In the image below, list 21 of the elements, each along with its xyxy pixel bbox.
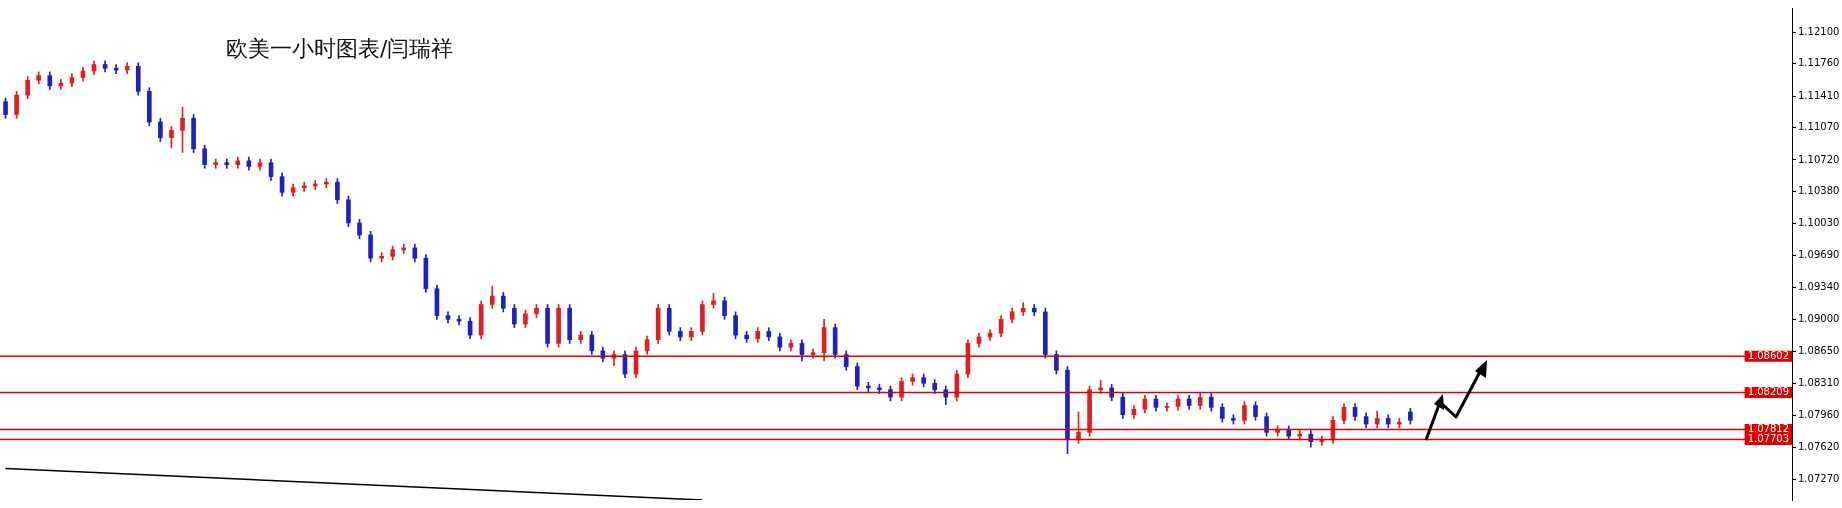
y-tick-label: 1.11760	[1798, 57, 1840, 69]
y-tick-label: 1.07270	[1798, 473, 1840, 485]
y-tick-label: 1.11070	[1798, 121, 1840, 133]
ref-line-label: 1.08602	[1747, 349, 1790, 361]
candlestick	[1164, 402, 1170, 412]
y-tick-label: 1.10380	[1798, 185, 1840, 197]
y-tick-label: 1.09690	[1798, 248, 1840, 260]
y-tick-label: 1.09340	[1798, 281, 1840, 293]
y-tick-label: 1.08650	[1798, 345, 1840, 357]
ref-line-label: 1.08209	[1747, 386, 1790, 398]
y-tick-label: 1.08310	[1798, 376, 1840, 388]
y-tick-label: 1.09000	[1798, 312, 1840, 324]
y-tick-label: 1.07620	[1798, 440, 1840, 452]
y-tick-label: 1.12100	[1798, 25, 1840, 37]
text: 欧美一小时图表/闫瑞祥	[226, 35, 454, 63]
y-tick-label: 1.07960	[1798, 409, 1840, 421]
y-tick-label: 1.11410	[1798, 89, 1840, 101]
ref-line-label: 1.07812	[1747, 422, 1790, 434]
y-tick-label: 1.10720	[1798, 153, 1840, 165]
ref-line-label: 1.07703	[1747, 433, 1790, 445]
y-tick-label: 1.10030	[1798, 217, 1840, 229]
